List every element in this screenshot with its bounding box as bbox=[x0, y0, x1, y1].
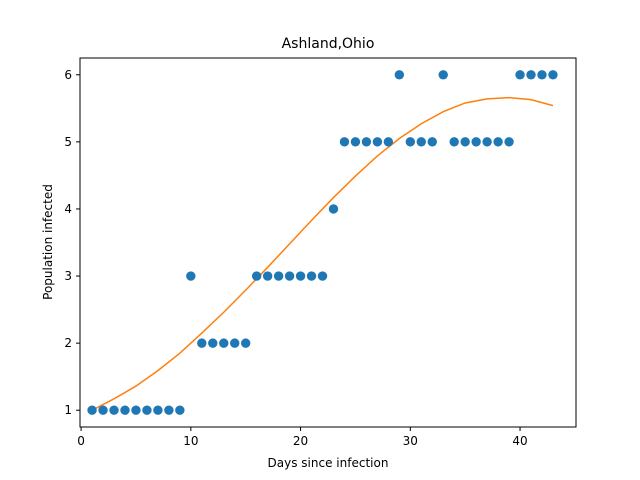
data-point bbox=[262, 271, 273, 281]
x-tick-label: 20 bbox=[293, 434, 308, 448]
data-point bbox=[306, 271, 317, 281]
data-point bbox=[383, 137, 394, 147]
x-tick-label: 10 bbox=[183, 434, 198, 448]
data-point bbox=[219, 338, 229, 348]
ticks-layer: 0 10 20 30 40 1 2 3 4 5 6 bbox=[64, 68, 527, 448]
data-point bbox=[153, 405, 163, 415]
data-point bbox=[405, 137, 416, 147]
data-point bbox=[339, 137, 350, 147]
y-tick-label: 4 bbox=[64, 202, 72, 216]
data-point bbox=[504, 137, 514, 147]
data-point bbox=[537, 70, 547, 80]
data-point bbox=[230, 338, 240, 348]
data-point bbox=[284, 271, 295, 281]
x-tick-label: 30 bbox=[403, 434, 418, 448]
data-point bbox=[394, 70, 405, 80]
y-axis-label: Population infected bbox=[41, 184, 55, 300]
data-point bbox=[98, 405, 108, 415]
data-point bbox=[197, 338, 207, 348]
data-point bbox=[251, 271, 262, 281]
data-point bbox=[449, 137, 459, 147]
data-point bbox=[120, 405, 130, 415]
data-point bbox=[328, 204, 339, 214]
data-point bbox=[240, 338, 251, 348]
data-point bbox=[273, 271, 284, 281]
data-point bbox=[427, 137, 437, 147]
data-point bbox=[87, 405, 97, 415]
data-point bbox=[131, 405, 141, 415]
data-point bbox=[471, 137, 481, 147]
y-tick-label: 3 bbox=[64, 269, 72, 283]
data-point bbox=[208, 338, 218, 348]
scatter-points-layer bbox=[87, 70, 558, 415]
data-point bbox=[416, 137, 426, 147]
data-point bbox=[175, 405, 185, 415]
plot-frame bbox=[79, 57, 577, 428]
fit-curve-layer bbox=[91, 96, 554, 411]
data-point bbox=[460, 137, 470, 147]
data-point bbox=[548, 70, 558, 80]
data-point bbox=[361, 137, 372, 147]
data-point bbox=[164, 405, 174, 415]
fit-curve-line bbox=[91, 96, 554, 411]
data-point bbox=[438, 70, 448, 80]
chart-title: Ashland,Ohio bbox=[282, 36, 375, 52]
x-tick-label: 40 bbox=[512, 434, 527, 448]
data-point bbox=[526, 70, 536, 80]
y-tick-label: 2 bbox=[64, 336, 72, 350]
data-point bbox=[350, 137, 361, 147]
data-point bbox=[372, 137, 383, 147]
x-tick-label: 0 bbox=[77, 434, 85, 448]
x-axis-label: Days since infection bbox=[268, 456, 389, 470]
y-tick-label: 5 bbox=[64, 135, 72, 149]
data-point bbox=[317, 271, 328, 281]
data-point bbox=[515, 70, 525, 80]
y-tick-label: 6 bbox=[64, 68, 72, 82]
data-point bbox=[295, 271, 306, 281]
data-point bbox=[109, 405, 119, 415]
data-point bbox=[493, 137, 503, 147]
data-point bbox=[186, 271, 196, 281]
y-tick-label: 1 bbox=[64, 403, 72, 417]
data-point bbox=[482, 137, 492, 147]
data-point bbox=[142, 405, 152, 415]
